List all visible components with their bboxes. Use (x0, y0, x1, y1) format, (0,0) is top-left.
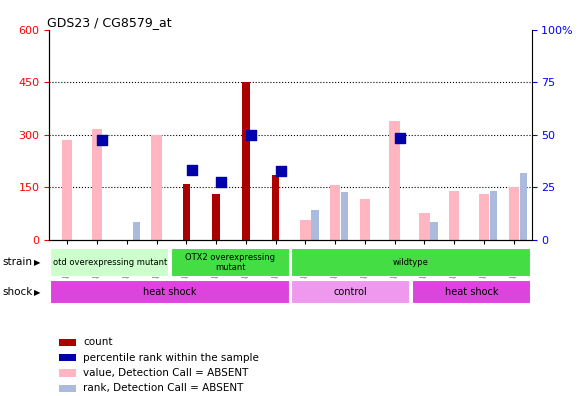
Bar (341, 192, 349, 240)
Bar (300, 220, 311, 240)
Text: wildtype: wildtype (393, 258, 429, 267)
Bar (291, 280, 410, 305)
Bar (171, 248, 290, 276)
Bar (92, 129, 102, 240)
Bar (412, 280, 531, 305)
Bar (59, 369, 76, 377)
Point (246, 131, 256, 138)
Bar (508, 187, 519, 240)
Bar (151, 135, 162, 240)
Text: value, Detection Call = ABSENT: value, Detection Call = ABSENT (83, 368, 249, 378)
Text: strain: strain (3, 257, 33, 267)
Text: OTX2 overexpressing
mutant: OTX2 overexpressing mutant (185, 253, 275, 272)
Bar (59, 354, 76, 361)
Bar (490, 190, 497, 240)
Text: percentile rank within the sample: percentile rank within the sample (83, 352, 259, 363)
Text: heat shock: heat shock (143, 287, 197, 297)
Point (98, 137, 107, 143)
Text: GDS23 / CG8579_at: GDS23 / CG8579_at (47, 15, 171, 29)
Bar (389, 121, 400, 240)
Bar (62, 140, 73, 240)
Text: count: count (83, 337, 113, 347)
Bar (50, 280, 290, 305)
Text: ▶: ▶ (34, 287, 40, 297)
Text: ▶: ▶ (34, 258, 40, 267)
Bar (182, 184, 190, 240)
Bar (419, 213, 430, 240)
Bar (59, 385, 76, 392)
Text: rank, Detection Call = ABSENT: rank, Detection Call = ABSENT (83, 383, 243, 393)
Text: otd overexpressing mutant: otd overexpressing mutant (52, 258, 167, 267)
Bar (59, 339, 76, 346)
Point (217, 179, 226, 185)
Bar (479, 194, 489, 240)
Bar (291, 248, 531, 276)
Bar (431, 222, 437, 240)
Text: shock: shock (3, 287, 33, 297)
Bar (449, 190, 460, 240)
Point (276, 168, 285, 175)
Text: heat shock: heat shock (444, 287, 498, 297)
Bar (360, 199, 370, 240)
Bar (330, 185, 340, 240)
Bar (242, 82, 250, 240)
Bar (311, 210, 318, 240)
Bar (213, 194, 220, 240)
Bar (519, 173, 527, 240)
Bar (50, 248, 169, 276)
Point (395, 135, 404, 141)
Point (187, 166, 196, 173)
Text: control: control (334, 287, 368, 297)
Bar (272, 175, 279, 240)
Bar (132, 222, 140, 240)
